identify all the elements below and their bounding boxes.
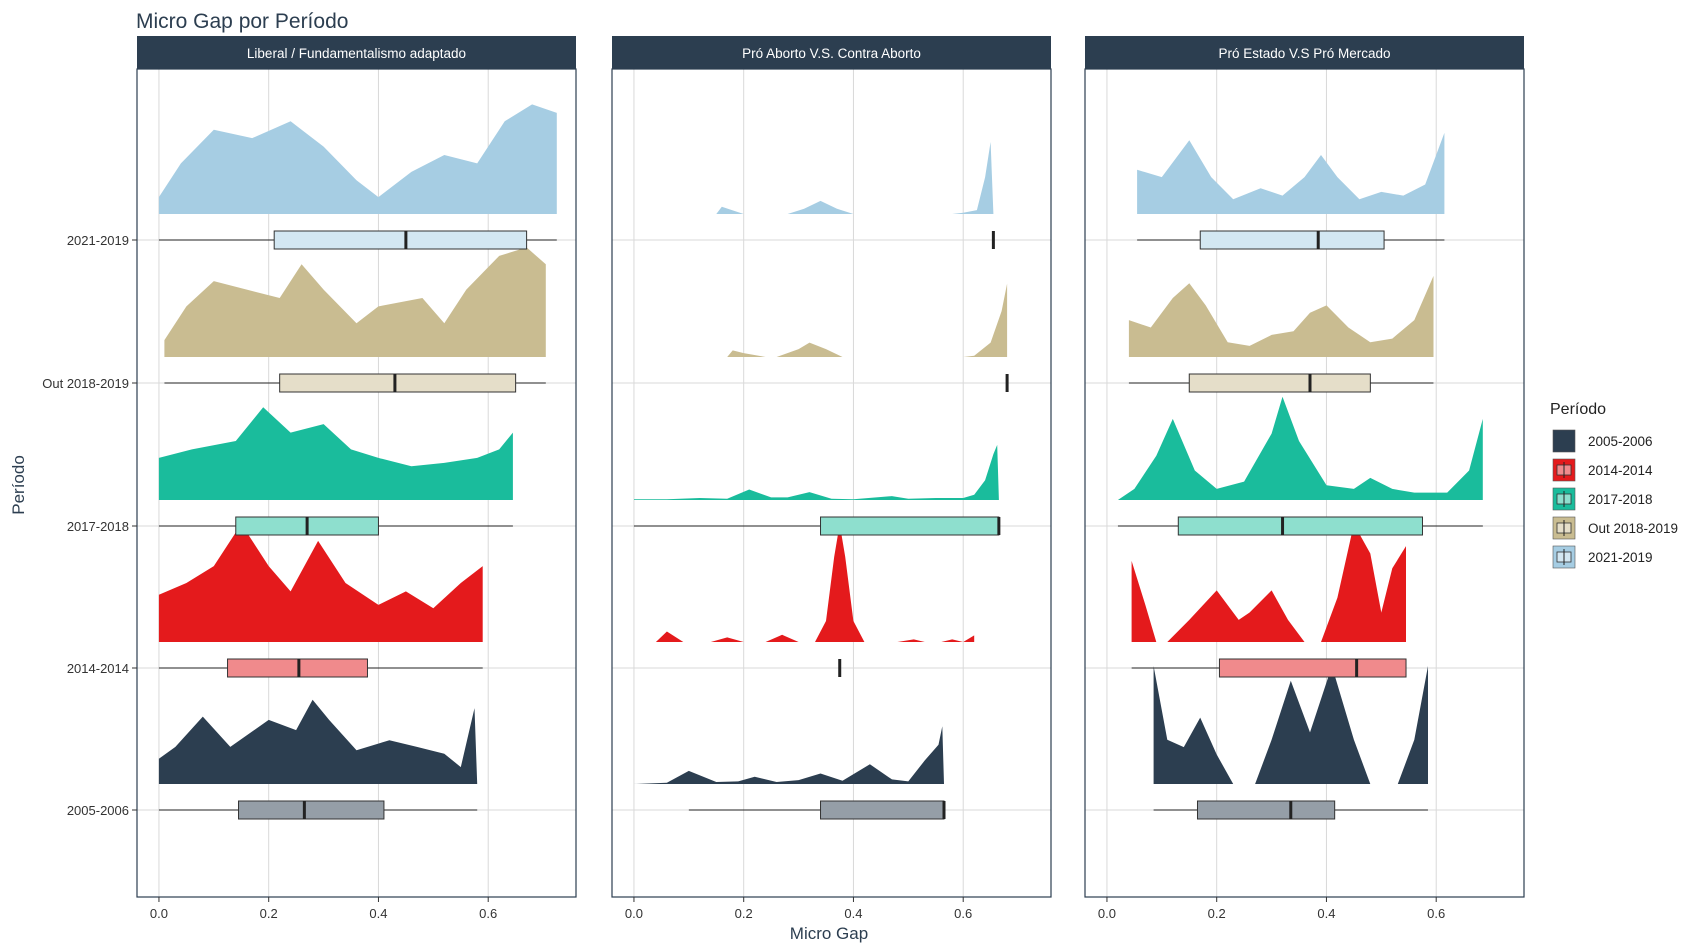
density-cloud bbox=[655, 524, 975, 642]
density-cloud bbox=[164, 247, 546, 357]
x-tick-label: 0.6 bbox=[954, 906, 972, 921]
x-tick-label: 0.4 bbox=[369, 906, 387, 921]
facet-strip-label: Pró Aborto V.S. Contra Aborto bbox=[742, 46, 921, 61]
facet-strip bbox=[1085, 36, 1524, 69]
density-cloud bbox=[1117, 396, 1483, 500]
boxplot-box bbox=[1196, 800, 1336, 820]
density-cloud bbox=[158, 524, 483, 642]
facet-panels: Liberal / Fundamentalismo adaptado 0.0 0.2… bbox=[42, 36, 1525, 921]
boxplot-box bbox=[273, 230, 528, 250]
boxplot-box bbox=[238, 800, 385, 820]
x-tick-label: 0.0 bbox=[150, 906, 168, 921]
y-tick-label: 2005-2006 bbox=[67, 803, 129, 818]
x-tick-label: 0.0 bbox=[625, 906, 643, 921]
x-tick-label: 0.2 bbox=[1208, 906, 1226, 921]
panel-border bbox=[611, 68, 1052, 898]
density-cloud bbox=[1153, 666, 1428, 784]
legend-label: Out 2018-2019 bbox=[1588, 521, 1678, 536]
y-tick-label: Out 2018-2019 bbox=[42, 376, 129, 391]
panel-border bbox=[136, 68, 577, 898]
facet-strip-label: Pró Estado V.S Pró Mercado bbox=[1218, 46, 1390, 61]
boxplot-box bbox=[1199, 230, 1385, 250]
x-tick-label: 0.4 bbox=[1317, 906, 1335, 921]
legend-label: 2005-2006 bbox=[1588, 434, 1653, 449]
x-tick-label: 0.6 bbox=[1427, 906, 1445, 921]
density-cloud bbox=[158, 699, 478, 784]
x-tick-label: 0.2 bbox=[260, 906, 278, 921]
legend: Período 2005-2006 2014-2014 2017-2018 Out 20… bbox=[1550, 401, 1678, 569]
legend-label: 2014-2014 bbox=[1588, 463, 1653, 478]
y-tick-label: 2021-2019 bbox=[67, 233, 129, 248]
x-axis-title: Micro Gap bbox=[790, 924, 868, 943]
facet-panel: Pró Aborto V.S. Contra Aborto 0.0 0.2 0.4 0.… bbox=[611, 36, 1052, 921]
x-tick-label: 0.2 bbox=[735, 906, 753, 921]
facet-strip bbox=[612, 36, 1051, 69]
facet-panel: Liberal / Fundamentalismo adaptado 0.0 0.2… bbox=[136, 36, 577, 921]
y-tick-label: 2014-2014 bbox=[67, 661, 129, 676]
density-cloud bbox=[716, 141, 994, 214]
boxplot-box bbox=[1177, 516, 1423, 536]
density-cloud bbox=[634, 726, 944, 784]
density-cloud bbox=[1137, 132, 1445, 214]
density-cloud bbox=[727, 283, 1008, 357]
x-tick-label: 0.4 bbox=[844, 906, 862, 921]
legend-label: 2021-2019 bbox=[1588, 550, 1653, 565]
boxplot-box bbox=[1218, 658, 1407, 678]
boxplot-box bbox=[279, 373, 517, 393]
density-cloud bbox=[634, 444, 999, 500]
facet-strip-label: Liberal / Fundamentalismo adaptado bbox=[247, 46, 466, 61]
boxplot-box bbox=[1188, 373, 1371, 393]
chart-title: Micro Gap por Período bbox=[136, 10, 348, 33]
legend-swatch bbox=[1552, 429, 1576, 453]
density-cloud bbox=[158, 104, 557, 214]
x-tick-label: 0.6 bbox=[479, 906, 497, 921]
density-cloud bbox=[1128, 275, 1434, 357]
legend-label: 2017-2018 bbox=[1588, 492, 1653, 507]
panel-border bbox=[1084, 68, 1525, 898]
x-tick-label: 0.0 bbox=[1098, 906, 1116, 921]
boxplot-box bbox=[820, 800, 945, 820]
y-tick-label: 2017-2018 bbox=[67, 519, 129, 534]
density-cloud bbox=[1131, 524, 1406, 642]
legend-title: Período bbox=[1550, 401, 1606, 418]
density-cloud bbox=[158, 407, 513, 500]
facet-panel: Pró Estado V.S Pró Mercado 0.0 0.2 0.4 0.6 bbox=[1084, 36, 1525, 921]
y-axis-title: Período bbox=[9, 455, 28, 515]
boxplot-box bbox=[820, 516, 1000, 536]
facet-strip bbox=[137, 36, 576, 69]
